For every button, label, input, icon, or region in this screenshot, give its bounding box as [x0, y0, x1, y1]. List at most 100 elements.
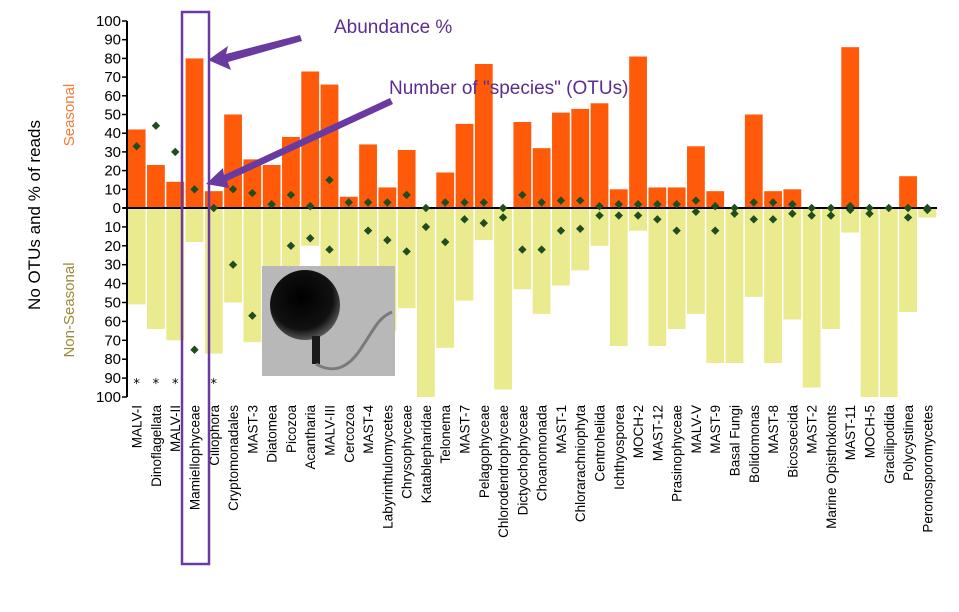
- category-label: Cercozoa: [342, 405, 357, 463]
- seasonal-bar: [455, 123, 474, 208]
- non-seasonal-bar: [436, 208, 455, 348]
- non-seasonal-otu-marker: [306, 234, 315, 243]
- non-seasonal-label: Non-Seasonal: [61, 262, 78, 357]
- seasonal-bars: [127, 47, 917, 209]
- non-seasonal-bar: [879, 208, 898, 397]
- category-label: Polycystinea: [901, 405, 916, 481]
- seasonal-bar: [147, 164, 165, 208]
- non-seasonal-bar: [706, 208, 725, 363]
- seasonal-bar: [899, 176, 917, 208]
- category-label: Katablepharidae: [419, 405, 434, 503]
- seasonal-otu-marker: [151, 121, 161, 130]
- non-seasonal-bar: [764, 208, 782, 363]
- non-seasonal-otu-marker: [826, 211, 836, 220]
- non-seasonal-otu-marker: [614, 211, 623, 220]
- seasonal-bar: [282, 136, 300, 208]
- seasonal-otu-marker: [383, 198, 392, 207]
- seasonal-otu-marker: [865, 203, 874, 213]
- category-label: MAST-11: [843, 405, 858, 460]
- seasonal-otu-marker: [479, 198, 488, 207]
- category-label: MAST-4: [361, 405, 376, 454]
- seasonal-otu-marker: [132, 142, 141, 151]
- x-tick-labels: MALV-I Dinoflagellata MALV-II Mamiellophyce…: [130, 405, 936, 538]
- y-tick-label: 100: [96, 389, 121, 406]
- non-seasonal-bar: [552, 208, 570, 286]
- flagellum-icon: [315, 310, 393, 371]
- seasonal-bar: [590, 103, 609, 208]
- seasonal-bar: [243, 159, 262, 208]
- y-tick-labels: 1009080706050403020100102030405060708090…: [96, 13, 121, 406]
- non-seasonal-otu-marker: [923, 205, 932, 215]
- non-seasonal-otu-marker: [865, 209, 874, 218]
- y-tick-label: 80: [104, 351, 121, 368]
- non-seasonal-bar: [783, 208, 802, 320]
- y-tick-label: 80: [104, 50, 121, 67]
- non-seasonal-bar: [725, 208, 744, 363]
- y-tick-label: 0: [113, 200, 121, 217]
- seasonal-otu-marker: [595, 201, 604, 211]
- y-tick-label: 50: [104, 295, 121, 312]
- y-tick-label: 20: [104, 163, 121, 180]
- seasonal-bar: [436, 172, 455, 208]
- y-tick-label: 100: [96, 13, 121, 30]
- category-label: Ichthyosporea: [612, 405, 627, 490]
- seasonal-otu-marker: [306, 201, 315, 211]
- category-label: MAST-3: [245, 405, 260, 454]
- non-seasonal-bar: [243, 208, 262, 343]
- y-axis-label: No OTUs and % of reads: [25, 120, 44, 310]
- seasonal-otu-marker: [826, 203, 836, 213]
- seasonal-bar: [320, 84, 339, 208]
- inset-micrograph: [262, 266, 395, 376]
- non-seasonal-bar: [687, 208, 705, 314]
- seasonal-bar: [166, 181, 185, 208]
- species-arrow-icon: [206, 98, 393, 188]
- seasonal-bar: [359, 144, 377, 208]
- non-seasonal-bar: [339, 208, 358, 275]
- seasonal-otu-marker: [498, 203, 508, 213]
- non-seasonal-otu-marker: [383, 235, 392, 245]
- non-seasonal-bar: [301, 208, 320, 246]
- seasonal-bar: [224, 114, 242, 208]
- significance-star: *: [211, 377, 218, 392]
- non-seasonal-otu-marker: [691, 207, 701, 216]
- seasonal-otu-marker: [171, 147, 180, 157]
- non-seasonal-bar: [667, 208, 686, 329]
- seasonal-bar: [841, 47, 860, 209]
- seasonal-otu-marker: [344, 198, 353, 207]
- seasonal-otu-marker: [518, 190, 527, 200]
- category-label: Peronosporomycetes: [920, 405, 935, 533]
- y-tick-label: 70: [104, 69, 121, 86]
- y-tick-label: 70: [104, 332, 121, 349]
- seasonal-otu-marker: [711, 201, 720, 211]
- non-seasonal-otu-marker: [846, 205, 855, 215]
- seasonal-bar: [378, 187, 397, 208]
- non-seasonal-bar: [802, 208, 821, 388]
- non-seasonal-otu-marker: [518, 245, 527, 254]
- category-label: MAST-12: [650, 405, 665, 461]
- seasonal-bar: [706, 191, 725, 208]
- y-tick-label: 10: [104, 219, 121, 236]
- seasonal-bar: [552, 112, 570, 208]
- significance-star: *: [172, 377, 179, 392]
- non-seasonal-bar: [590, 208, 609, 246]
- non-seasonal-bar: [744, 208, 763, 297]
- seasonal-otu-marker: [325, 175, 334, 185]
- y-tick-label: 10: [104, 181, 121, 198]
- seasonal-otu-marker: [614, 200, 623, 209]
- category-label: Diatomea: [265, 405, 280, 463]
- seasonal-otu-marker: [768, 198, 778, 207]
- non-seasonal-otu-marker: [460, 215, 469, 224]
- non-seasonal-otu-marker: [807, 211, 816, 220]
- non-seasonal-otu-marker: [402, 247, 411, 256]
- non-seasonal-otu-marker: [730, 209, 739, 218]
- y-tick-label: 20: [104, 238, 121, 255]
- category-label: Chlorarachniophyta: [573, 405, 588, 523]
- seasonal-otu-marker: [653, 200, 662, 209]
- non-seasonal-otu-marker: [248, 311, 257, 320]
- non-seasonal-otu-marker: [325, 245, 334, 254]
- abundance-arrow-icon: [208, 35, 302, 70]
- non-seasonal-bar: [417, 208, 435, 397]
- non-seasonal-otu-marker: [441, 237, 450, 247]
- y-tick-label: 40: [104, 125, 121, 142]
